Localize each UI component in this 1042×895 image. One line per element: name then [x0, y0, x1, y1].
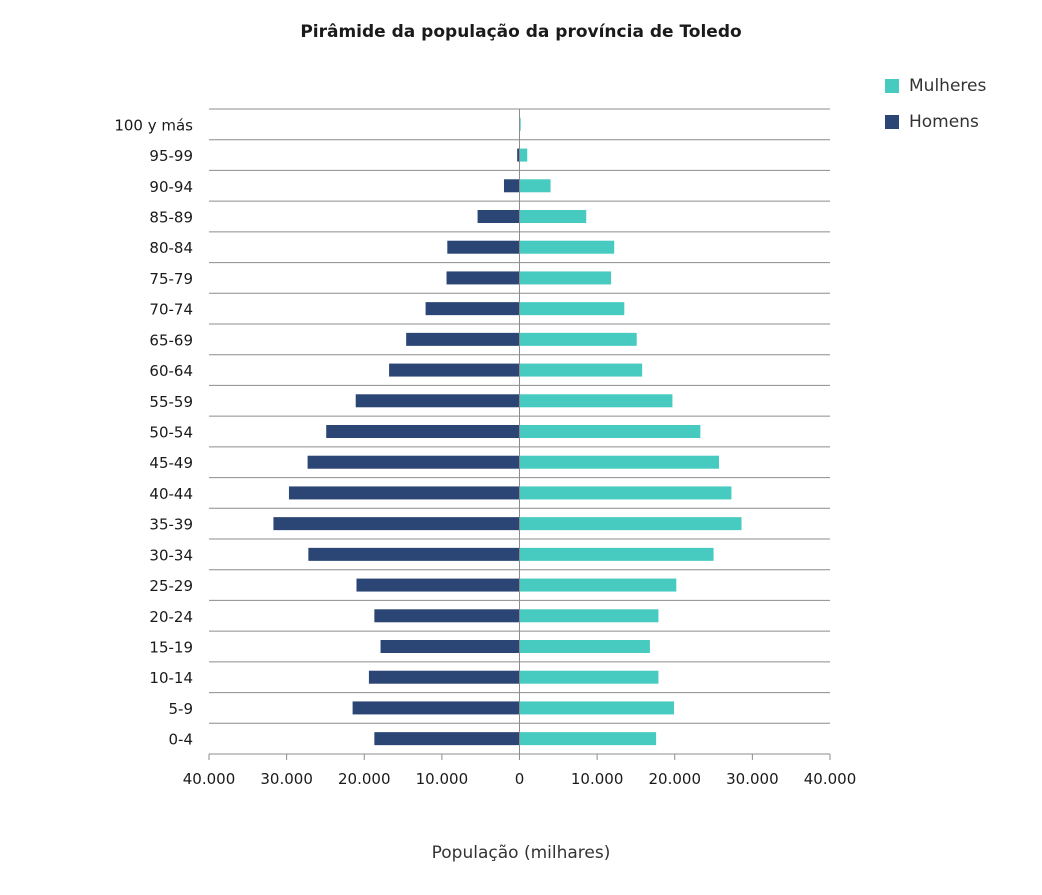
y-tick-label: 15-19: [149, 639, 193, 657]
y-tick-label: 100 y más: [114, 116, 193, 134]
bar-mulheres: [519, 670, 659, 684]
bar-homens: [447, 240, 520, 254]
bar-homens: [503, 179, 520, 193]
bar-homens: [273, 517, 520, 531]
x-tick-label: 20.000: [649, 770, 702, 788]
y-tick-label: 95-99: [149, 147, 193, 165]
x-tick-label: 30.000: [260, 770, 313, 788]
bar-mulheres: [519, 609, 659, 623]
legend-swatch-homens: [885, 115, 899, 129]
bar-mulheres: [519, 732, 657, 746]
bar-homens: [355, 394, 520, 408]
x-tick-label: 20.000: [338, 770, 391, 788]
y-tick-label: 70-74: [149, 301, 193, 319]
bar-mulheres: [519, 271, 612, 285]
bar-homens: [389, 363, 520, 377]
bar-mulheres: [519, 394, 673, 408]
legend-item-mulheres: Mulheres: [885, 76, 986, 96]
bar-homens: [352, 701, 520, 715]
x-tick-label: 40.000: [183, 770, 236, 788]
bar-mulheres: [519, 302, 625, 316]
x-tick-label: 0: [515, 770, 525, 788]
bar-mulheres: [519, 547, 714, 561]
legend-label-homens: Homens: [909, 112, 979, 132]
x-tick-label: 10.000: [416, 770, 469, 788]
bar-homens: [307, 455, 520, 469]
bar-homens: [356, 578, 520, 592]
x-axis-label: População (milhares): [431, 843, 611, 863]
bar-mulheres: [519, 640, 650, 653]
bar-homens: [326, 425, 520, 438]
bar-homens: [368, 670, 520, 684]
y-tick-label: 20-24: [149, 608, 193, 626]
bar-homens: [374, 609, 520, 623]
bar-homens: [406, 332, 520, 346]
bar-homens: [517, 148, 520, 162]
y-tick-label: 90-94: [149, 178, 193, 196]
chart-title: Pirâmide da população da província de To…: [300, 22, 742, 42]
bar-homens: [425, 302, 520, 316]
y-tick-label: 10-14: [149, 669, 193, 687]
bar-homens: [308, 547, 520, 561]
bar-homens: [446, 271, 520, 285]
bar-mulheres: [519, 363, 643, 377]
bar-mulheres: [519, 210, 587, 223]
bar-mulheres: [519, 148, 528, 162]
bar-mulheres: [519, 517, 742, 531]
y-tick-label: 25-29: [149, 577, 193, 595]
bar-mulheres: [519, 117, 521, 131]
y-tick-label: 65-69: [149, 331, 193, 349]
y-tick-label: 80-84: [149, 239, 193, 257]
y-tick-label: 40-44: [149, 485, 193, 503]
legend-swatch-mulheres: [885, 79, 899, 93]
y-tick-label: 75-79: [149, 270, 193, 288]
bar-mulheres: [519, 425, 701, 438]
legend-item-homens: Homens: [885, 112, 979, 132]
bar-homens: [477, 210, 520, 223]
bar-mulheres: [519, 240, 615, 254]
y-tick-label: 30-34: [149, 546, 193, 564]
y-tick-label: 85-89: [149, 209, 193, 227]
x-tick-label: 40.000: [804, 770, 857, 788]
bar-mulheres: [519, 455, 719, 469]
bar-mulheres: [519, 332, 637, 346]
y-tick-label: 45-49: [149, 454, 193, 472]
bar-mulheres: [519, 486, 732, 500]
legend-label-mulheres: Mulheres: [909, 76, 987, 96]
bar-homens: [380, 640, 520, 653]
bar-mulheres: [519, 179, 551, 193]
y-tick-label: 50-54: [149, 424, 193, 442]
y-tick-label: 5-9: [169, 700, 194, 718]
bar-homens: [288, 486, 520, 500]
bar-mulheres: [519, 701, 674, 715]
bar-homens: [374, 732, 520, 746]
x-tick-label: 30.000: [726, 770, 779, 788]
y-tick-label: 0-4: [169, 731, 194, 749]
x-tick-label: 10.000: [571, 770, 624, 788]
y-tick-label: 35-39: [149, 516, 193, 534]
y-tick-label: 55-59: [149, 393, 193, 411]
bar-mulheres: [519, 578, 677, 592]
y-tick-label: 60-64: [149, 362, 193, 380]
